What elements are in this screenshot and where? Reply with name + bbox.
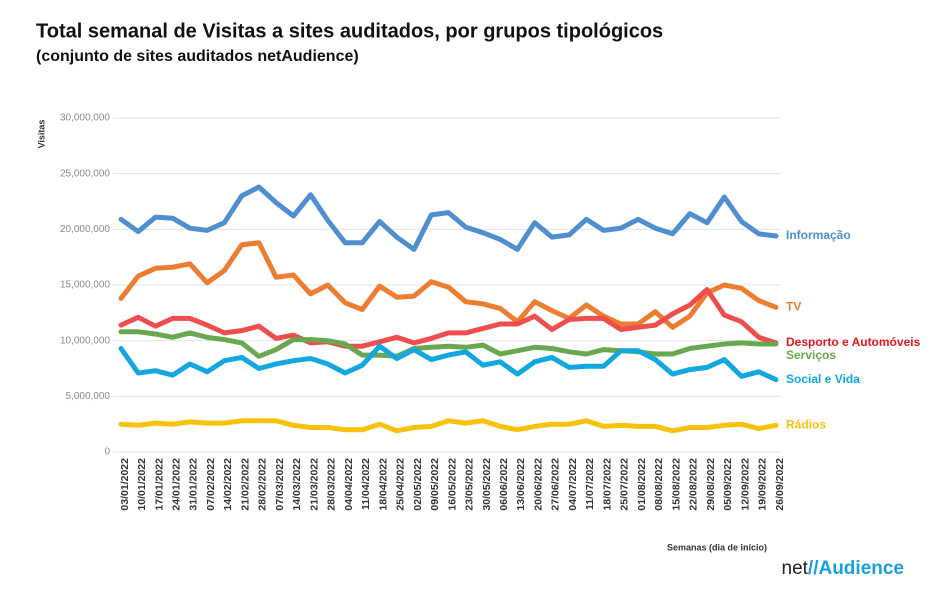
logo-name: //Audience xyxy=(808,558,904,579)
x-tick-label: 11/07/2022 xyxy=(584,458,596,510)
x-tick-label: 07/03/2022 xyxy=(274,458,286,511)
logo-prefix: net xyxy=(782,558,809,579)
x-tick-label: 21/02/2022 xyxy=(239,458,251,511)
x-tick-label: 20/06/2022 xyxy=(532,458,544,511)
x-tick-label: 04/04/2022 xyxy=(343,458,355,511)
x-tick-label: 25/07/2022 xyxy=(619,458,631,511)
x-tick-label: 15/08/2022 xyxy=(670,458,682,511)
x-tick-label: 27/06/2022 xyxy=(550,458,562,511)
x-tick-label: 03/01/2022 xyxy=(119,458,131,511)
x-tick-label: 14/02/2022 xyxy=(222,458,234,511)
series-line xyxy=(118,329,779,359)
chart-subtitle: (conjunto de sites auditados netAudience… xyxy=(36,48,359,65)
x-tick-label: 16/05/2022 xyxy=(446,458,458,511)
y-tick-label: 0 xyxy=(104,447,110,458)
x-tick-label: 25/04/2022 xyxy=(395,458,407,511)
series-line xyxy=(118,418,779,434)
x-tick-label: 11/04/2022 xyxy=(360,458,372,510)
chart-title: Total semanal de Visitas a sites auditad… xyxy=(36,20,663,42)
y-tick-label: 30,000,000 xyxy=(60,113,110,124)
x-tick-label: 08/08/2022 xyxy=(653,458,665,511)
series-label: Rádios xyxy=(786,417,826,431)
x-tick-label: 28/02/2022 xyxy=(257,458,269,511)
x-tick-label: 12/09/2022 xyxy=(739,458,751,511)
x-tick-label: 31/01/2022 xyxy=(188,458,200,511)
y-tick-label: 10,000,000 xyxy=(60,335,110,346)
logo: net//Audience xyxy=(782,558,905,579)
x-tick-label: 18/07/2022 xyxy=(601,458,613,511)
series-label: Informação xyxy=(786,228,851,242)
series-line xyxy=(118,287,779,349)
series-line xyxy=(118,240,779,330)
x-tick-label: 24/01/2022 xyxy=(170,458,182,511)
x-tick-label: 06/06/2022 xyxy=(498,458,510,511)
series-label: TV xyxy=(786,299,801,313)
x-tick-label: 05/09/2022 xyxy=(722,458,734,511)
x-tick-label: 23/05/2022 xyxy=(464,458,476,511)
x-tick-label: 18/04/2022 xyxy=(377,458,389,511)
x-tick-label: 14/03/2022 xyxy=(291,458,303,511)
x-tick-label: 29/08/2022 xyxy=(705,458,717,511)
y-tick-label: 20,000,000 xyxy=(60,224,110,235)
x-tick-label: 01/08/2022 xyxy=(636,458,648,511)
series-label: Serviços xyxy=(786,348,836,362)
x-tick-label: 17/01/2022 xyxy=(153,458,165,511)
x-tick-label: 21/03/2022 xyxy=(308,458,320,511)
x-tick-label: 28/03/2022 xyxy=(326,458,338,511)
y-tick-label: 5,000,000 xyxy=(66,391,111,402)
y-tick-label: 25,000,000 xyxy=(60,168,110,179)
y-axis-label: Visitas xyxy=(36,120,46,149)
x-tick-label: 09/05/2022 xyxy=(429,458,441,511)
x-tick-label: 30/05/2022 xyxy=(481,458,493,511)
x-tick-label: 19/09/2022 xyxy=(757,458,769,511)
x-tick-label: 04/07/2022 xyxy=(567,458,579,511)
y-tick-label: 15,000,000 xyxy=(60,280,110,291)
x-tick-label: 22/08/2022 xyxy=(688,458,700,511)
series-line xyxy=(118,343,779,383)
x-tick-label: 13/06/2022 xyxy=(515,458,527,511)
series-line xyxy=(118,184,779,252)
x-tick-label: 07/02/2022 xyxy=(205,458,217,511)
x-tick-label: 26/09/2022 xyxy=(774,458,786,511)
series-label: Social e Vida xyxy=(786,372,860,386)
series-label: Desporto e Automóveis xyxy=(786,335,921,349)
x-axis-label: Semanas (dia de início) xyxy=(667,542,767,552)
x-tick-label: 10/01/2022 xyxy=(136,458,148,511)
x-tick-label: 02/05/2022 xyxy=(412,458,424,511)
